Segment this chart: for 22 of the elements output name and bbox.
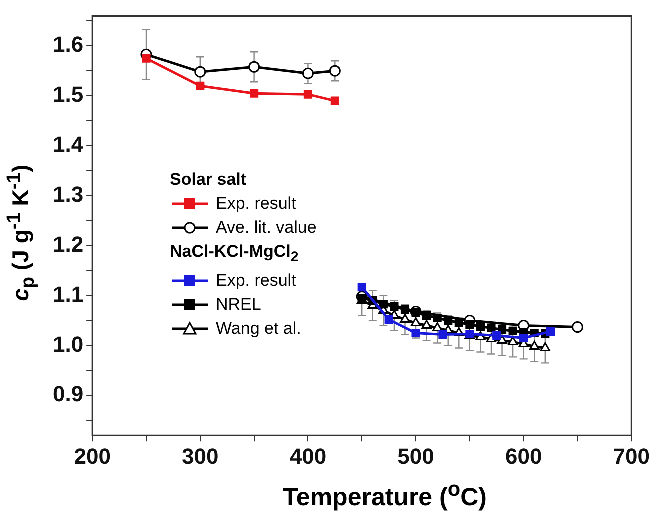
x-tick-label: 300 <box>182 444 219 469</box>
legend-label: Wang et al. <box>216 318 302 340</box>
y-tick-label: 1.2 <box>52 232 84 257</box>
legend-label: Ave. lit. value <box>216 217 317 239</box>
x-tick-label: 200 <box>74 444 111 469</box>
y-tick-label: 1.5 <box>52 82 84 108</box>
x-tick-label: 400 <box>290 444 327 469</box>
y-tick-label: 0.9 <box>52 382 84 407</box>
y-tick-label: 1.0 <box>52 332 84 357</box>
legend-label: Exp. result <box>216 193 296 215</box>
annotation: NaCl-KCl-MgCl$_{2}$ <box>170 241 300 268</box>
y-tick-label: 1.6 <box>52 32 84 58</box>
x-tick-label: 700 <box>613 444 650 469</box>
y-tick-label: 1.4 <box>52 132 84 158</box>
y-tick-label: 1.3 <box>52 182 84 208</box>
x-tick-label: 500 <box>398 444 434 469</box>
legend-label: NREL <box>216 294 262 316</box>
x-axis-title: Temperature ($^{o}$C) <box>282 478 488 512</box>
y-tick-label: 1.1 <box>52 282 84 307</box>
x-tick-label: 600 <box>505 444 542 469</box>
annotation: Solar salt <box>170 169 248 191</box>
legend-label: Exp. result <box>216 270 296 292</box>
